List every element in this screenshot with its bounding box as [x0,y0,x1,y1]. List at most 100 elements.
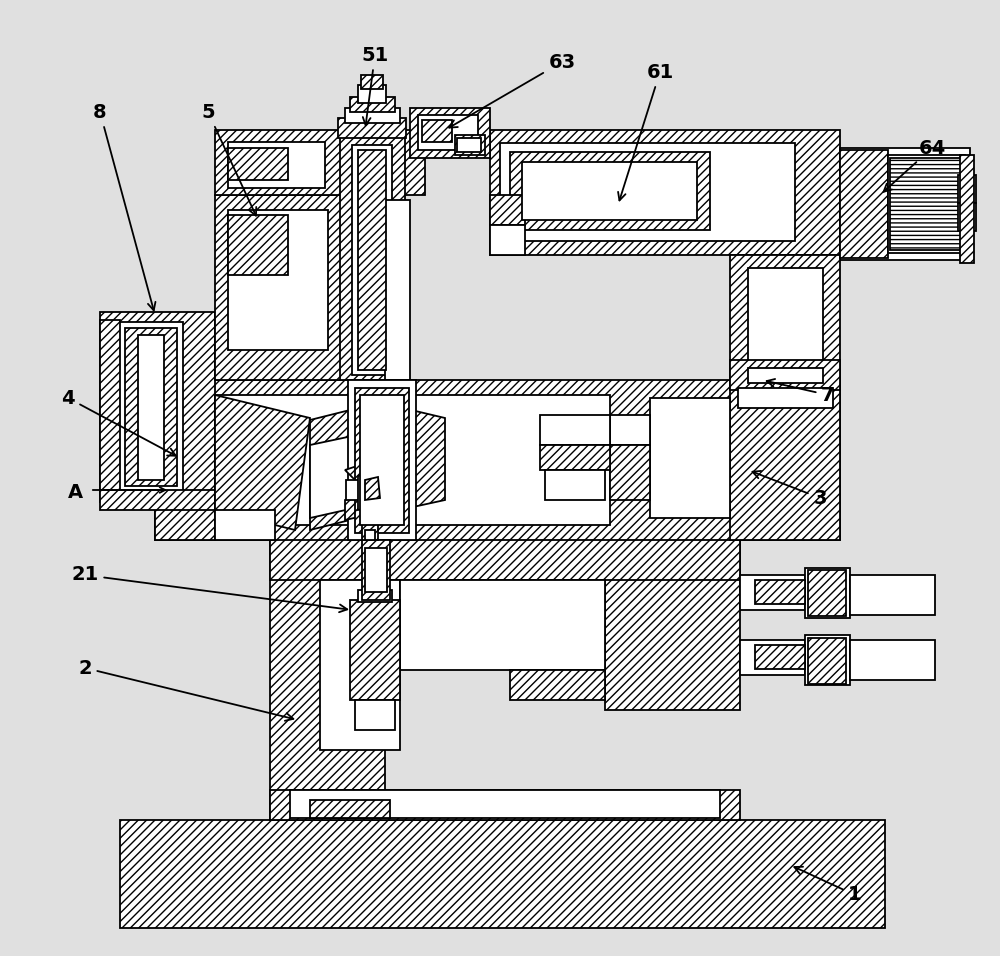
Bar [890,158,962,250]
Bar [358,150,386,370]
Bar [610,415,650,445]
Bar [365,548,387,592]
Bar [418,115,478,150]
Bar [410,108,490,158]
Text: 8: 8 [93,102,155,311]
Bar [455,135,485,155]
Bar [215,395,610,525]
Text: 3: 3 [752,471,827,508]
Text: 2: 2 [78,659,293,721]
Polygon shape [310,428,390,518]
Bar [100,320,120,495]
Bar [360,395,404,525]
Bar [361,75,383,89]
Bar [120,820,885,928]
Text: 64: 64 [884,139,946,192]
Bar [457,138,481,152]
Bar [365,530,375,540]
Text: 21: 21 [71,566,347,612]
Bar [320,580,400,750]
Text: 7: 7 [767,379,835,404]
Bar [270,535,385,820]
Bar [490,225,525,255]
Text: 51: 51 [361,46,389,125]
Bar [805,635,850,685]
Bar [340,130,405,380]
Polygon shape [345,455,390,490]
Bar [540,445,610,470]
Bar [755,580,805,604]
Bar [125,328,177,486]
Bar [888,155,965,253]
Bar [755,645,805,669]
Bar [738,388,833,408]
Bar [540,415,610,445]
Bar [290,790,720,818]
Text: 61: 61 [618,62,674,201]
Bar [228,215,288,275]
Bar [808,570,846,616]
Bar [730,255,840,540]
Bar [355,388,409,533]
Bar [100,490,215,510]
Bar [358,85,386,103]
Bar [118,322,183,492]
Bar [840,148,970,260]
Bar [805,568,850,618]
Bar [100,312,215,502]
Polygon shape [345,488,390,520]
Bar [138,335,164,480]
Bar [958,203,976,231]
Bar [215,130,425,195]
Bar [228,210,328,350]
Bar [522,162,697,220]
Bar [228,148,288,180]
Polygon shape [358,470,390,510]
Bar [730,360,840,390]
Bar [850,575,935,615]
Bar [346,480,390,500]
Bar [270,535,740,580]
Bar [215,510,275,540]
Bar [270,790,740,820]
Bar [155,380,840,540]
Bar [338,118,406,138]
Bar [215,195,385,380]
Bar [350,97,395,112]
Bar [362,510,378,540]
Text: 1: 1 [794,867,862,904]
Bar [650,398,730,518]
Polygon shape [365,477,380,500]
Polygon shape [390,405,445,512]
Bar [510,670,605,700]
Bar [355,700,395,730]
Bar [400,580,605,670]
Bar [422,120,452,142]
Bar [605,535,740,710]
Text: 5: 5 [201,102,256,216]
Bar [748,268,823,373]
Bar [345,108,400,123]
Polygon shape [310,400,390,530]
Polygon shape [215,395,310,530]
Bar [840,150,888,258]
Text: 4: 4 [61,388,176,456]
Bar [348,380,416,540]
Bar [385,200,410,380]
Bar [960,155,974,263]
Bar [362,540,390,600]
Bar [610,445,650,500]
Bar [808,638,846,684]
Text: 63: 63 [449,53,576,127]
Bar [358,590,392,602]
Bar [748,368,823,383]
Bar [850,640,935,680]
Bar [350,600,400,700]
Bar [490,195,525,225]
Bar [155,500,215,540]
Bar [740,640,805,675]
Bar [958,175,976,203]
Bar [352,145,392,375]
Bar [510,152,710,230]
Bar [228,142,325,188]
